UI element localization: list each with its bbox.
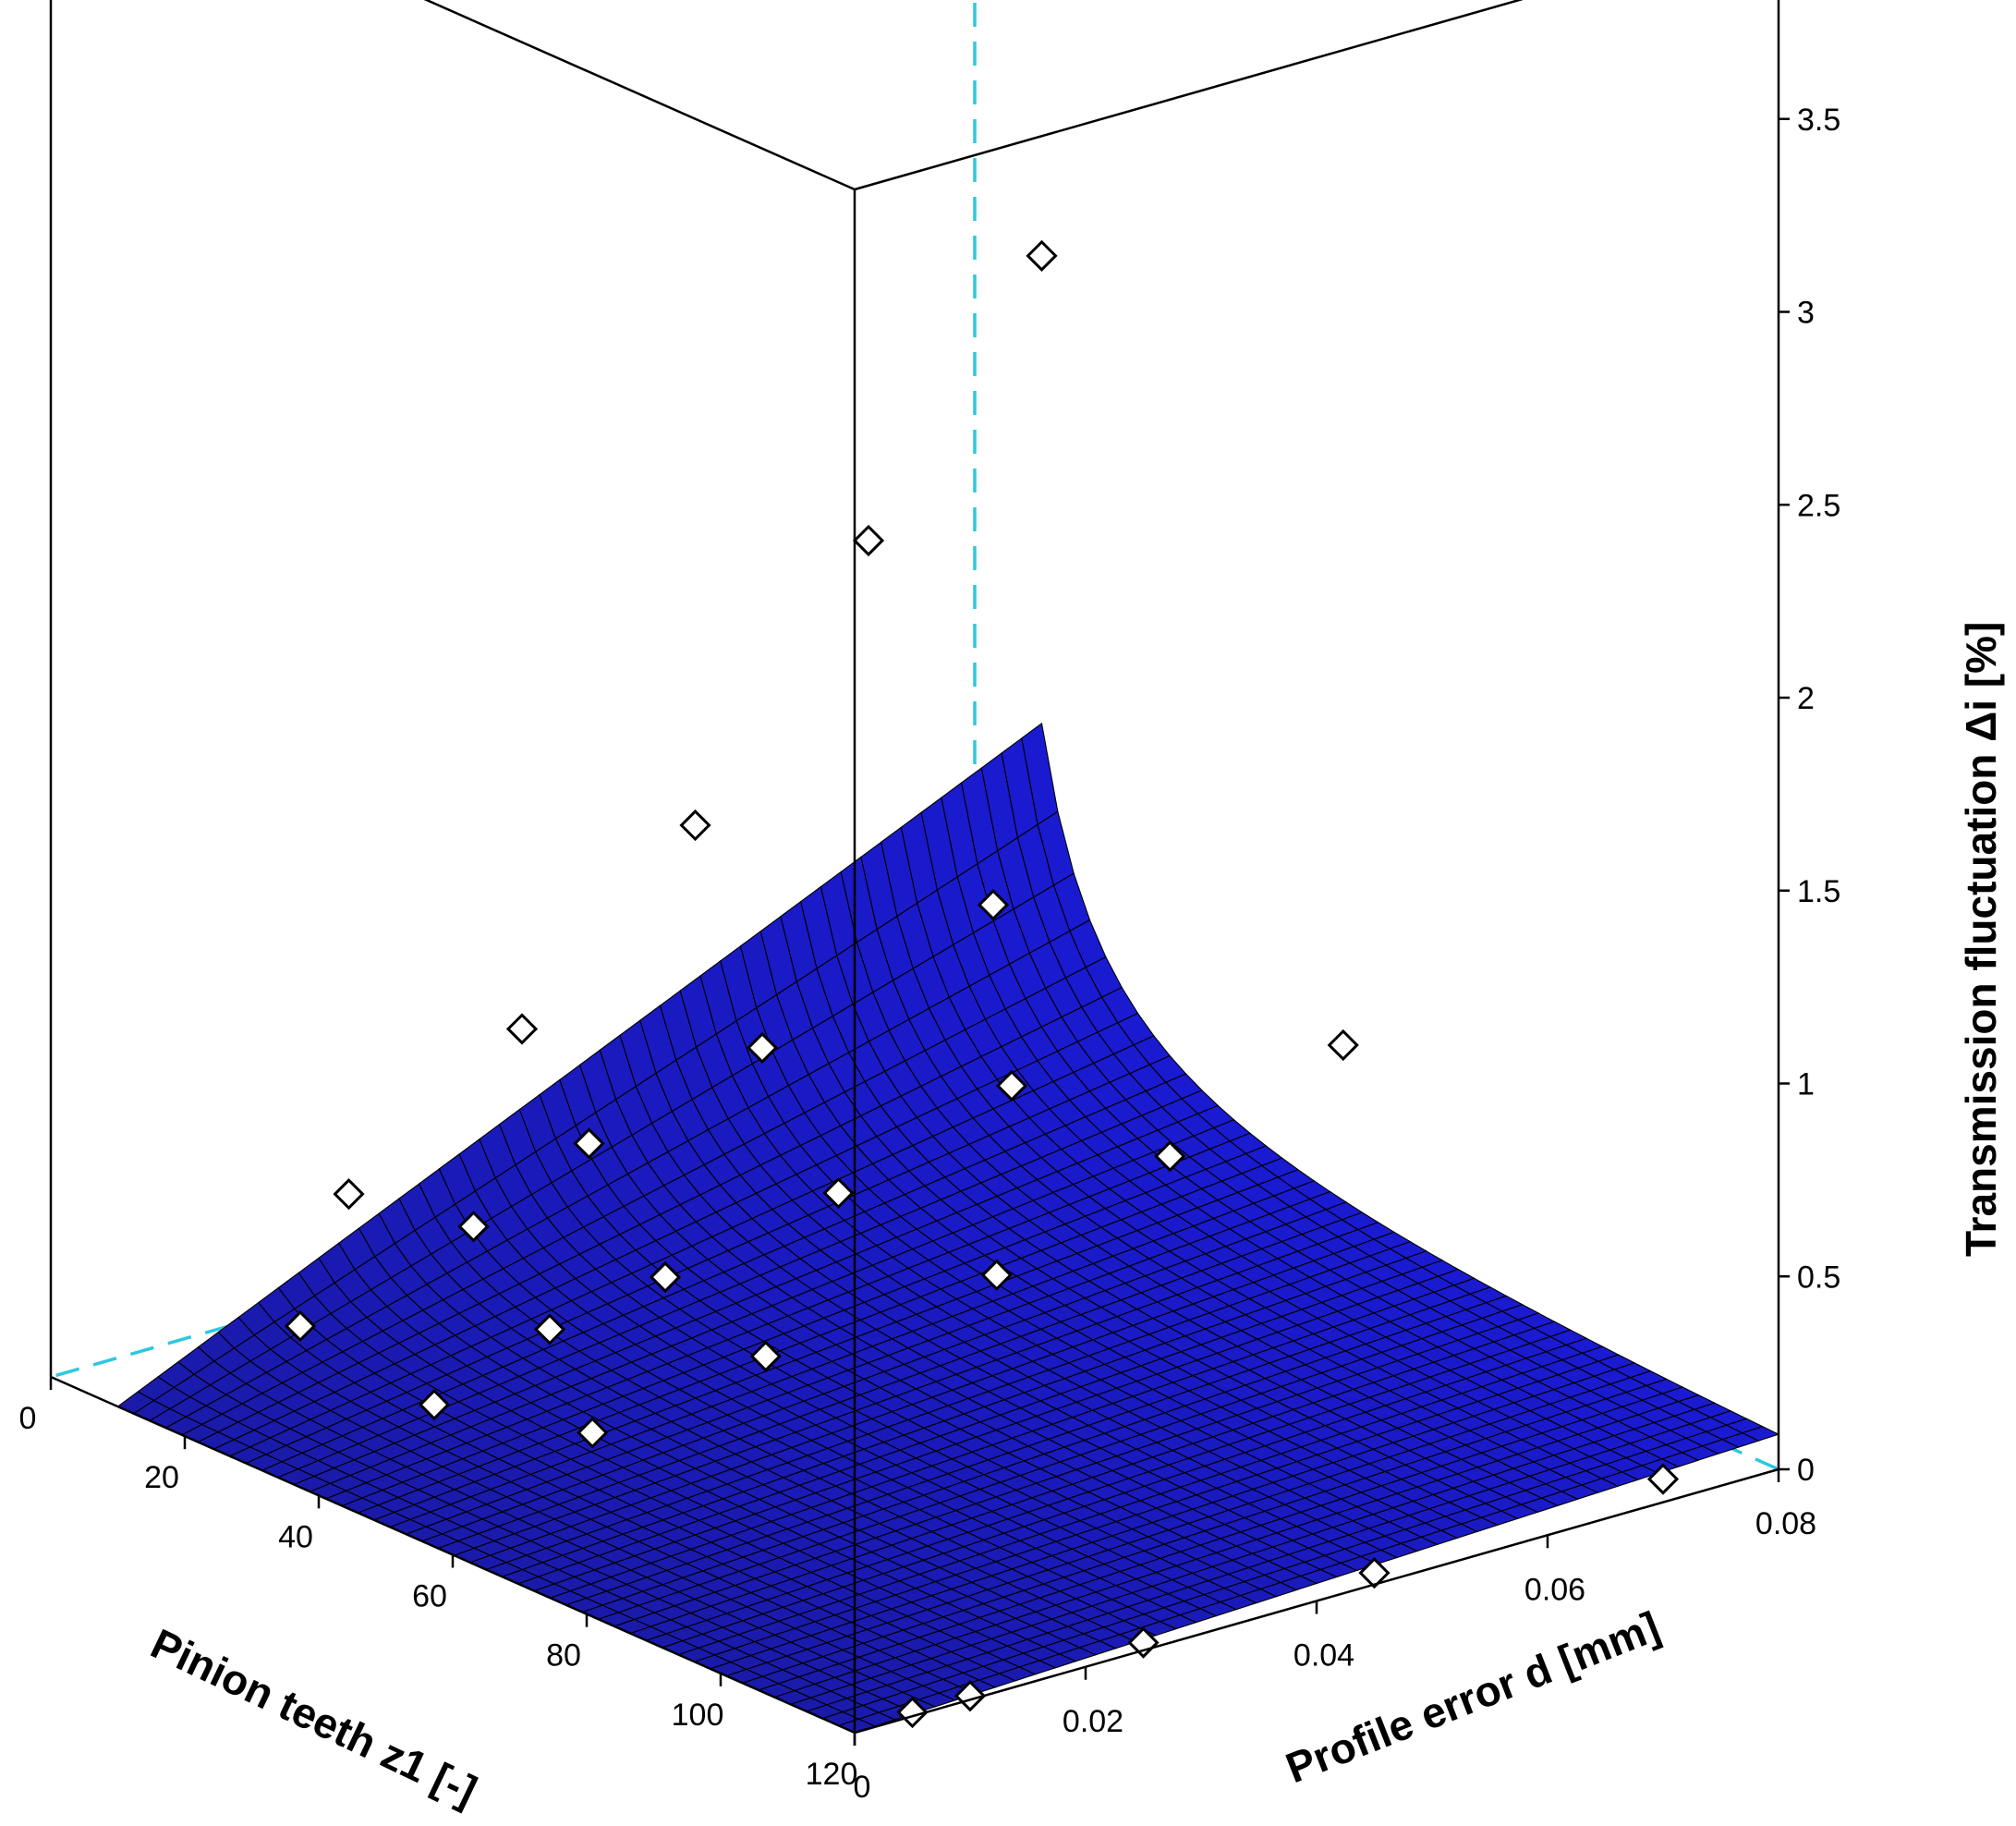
y-tick-label: 0.08 [1755,1506,1816,1541]
x-tick-label: 20 [144,1460,179,1495]
data-point [577,1417,609,1449]
y-tick-label: 0.04 [1293,1638,1354,1674]
data-point [1646,1463,1680,1495]
x-tick-label: 60 [412,1579,447,1614]
z-tick-label: 3 [1797,296,1815,331]
y-axis-label: Profile error d [mm] [1280,1602,1667,1793]
z-tick-label: 1 [1797,1067,1815,1102]
data-point [1327,1029,1359,1062]
data-point [679,809,711,842]
x-tick-label: 100 [672,1698,724,1733]
x-axis-label: Pinion teeth z1 [-] [144,1619,484,1815]
surface-mesh [116,722,1780,1734]
data-point [980,1259,1013,1291]
data-point [1154,1140,1186,1173]
data-point [418,1388,451,1421]
data-point [852,524,885,557]
x-tick-label: 40 [278,1519,313,1554]
z-tick-label: 3.5 [1797,103,1840,138]
z-tick-label: 2.5 [1797,488,1840,523]
x-tick-label: 120 [806,1757,858,1792]
data-point [1026,239,1058,272]
data-point [573,1127,605,1160]
y-tick-label: 0.06 [1524,1572,1585,1607]
box-edge [423,0,856,191]
data-point [649,1260,682,1294]
x-tick-label: 80 [546,1638,581,1674]
data-point [505,1013,539,1045]
z-tick-label: 0.5 [1797,1260,1840,1295]
data-point [822,1176,855,1210]
data-point [746,1031,779,1065]
x-tick-label: 0 [19,1401,37,1436]
data-point [533,1313,566,1345]
data-point [977,889,1010,921]
z-tick-label: 2 [1797,681,1815,716]
data-point [1358,1557,1391,1589]
axis-ticks: 00.511.522.533.5402040608010012000.020.0… [19,103,1841,1805]
box-edge [854,0,1524,191]
y-tick-label: 0 [854,1770,871,1805]
data-points [284,239,1680,1729]
data-point [284,1309,317,1343]
z-tick-label: 1.5 [1797,874,1840,909]
z-axis-label: Transmission fluctuation Δi [%] [1957,622,2005,1257]
z-tick-label: 0 [1797,1453,1815,1488]
data-point [995,1069,1028,1102]
y-tick-label: 0.02 [1063,1704,1123,1739]
data-point [333,1178,365,1211]
data-point [457,1211,490,1243]
data-point [749,1340,782,1372]
